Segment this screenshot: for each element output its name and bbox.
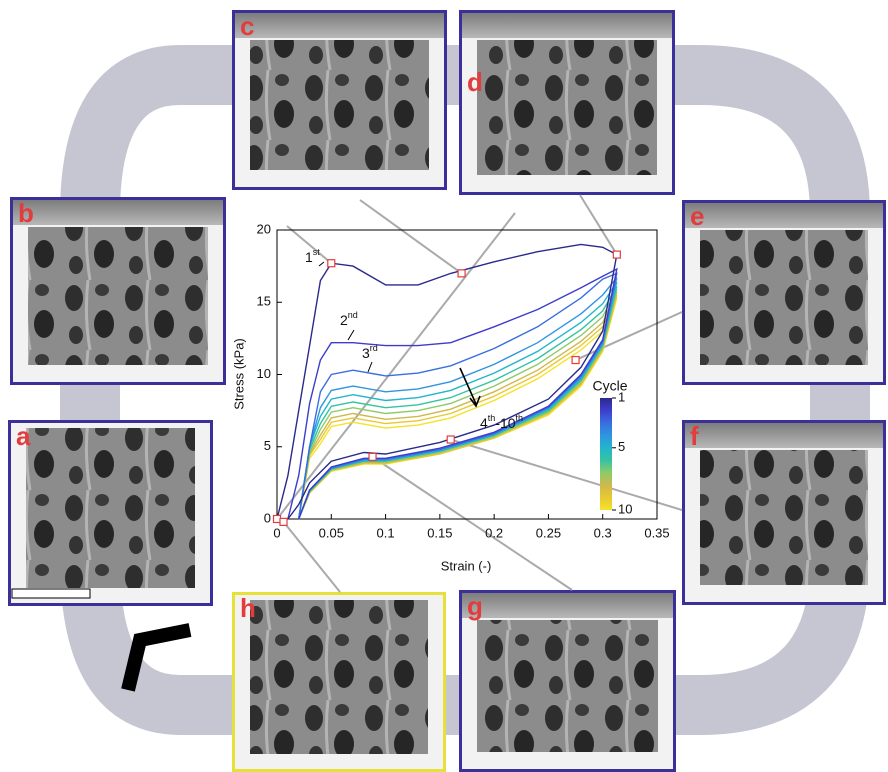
x-tick-label: 0.3	[594, 525, 612, 540]
panel-label: e	[690, 201, 704, 231]
colorbar-title: Cycle	[592, 378, 627, 394]
annotation-part: th	[488, 413, 496, 423]
x-tick-label: 0.25	[536, 525, 561, 540]
state-marker	[458, 270, 465, 277]
state-marker	[328, 260, 335, 267]
annotation-part: -10	[495, 415, 515, 431]
colorbar-tick-label: 5	[618, 439, 625, 454]
state-marker	[369, 453, 376, 460]
foam-image	[28, 227, 208, 365]
figure: a b c d e f g h 0 0.05 0.1 0.15 0.2 0.25 0.3 0.35 0 5 10 1…	[0, 0, 888, 772]
sem-panel: b	[10, 197, 226, 385]
scale-bar	[12, 589, 90, 598]
y-tick-label: 10	[257, 366, 271, 381]
x-tick-label: 0.1	[377, 525, 395, 540]
y-tick-label: 15	[257, 294, 271, 309]
annotation-part: 3	[362, 345, 370, 361]
compression-plate	[234, 12, 445, 38]
x-axis-label: Strain (-)	[441, 558, 492, 573]
compression-plate	[684, 422, 884, 448]
state-marker	[613, 251, 620, 258]
foam-image	[477, 40, 657, 175]
panel-label: h	[240, 593, 256, 623]
sem-panel: c	[232, 10, 447, 190]
compression-plate	[461, 592, 674, 618]
y-tick-label: 0	[264, 510, 271, 525]
sem-panel: e	[682, 200, 886, 385]
panel-label: b	[18, 198, 34, 228]
annotation-part: 1	[305, 249, 313, 265]
y-tick-label: 20	[257, 221, 271, 236]
annotation-part: 4	[480, 415, 488, 431]
x-tick-label: 0.05	[319, 525, 344, 540]
foam-image	[250, 40, 429, 170]
panel-label: f	[690, 421, 699, 451]
foam-image	[477, 620, 658, 752]
compression-plate	[12, 199, 224, 225]
y-tick-label: 5	[264, 438, 271, 453]
foam-image	[250, 600, 428, 754]
sem-panel: g	[459, 590, 676, 772]
colorbar	[600, 398, 612, 510]
panel-label: d	[467, 67, 483, 97]
panel-label: g	[467, 591, 483, 621]
compression-plate	[461, 12, 673, 38]
state-marker	[572, 357, 579, 364]
foam-image	[700, 450, 868, 585]
colorbar-tick-label: 10	[618, 501, 632, 516]
y-axis-label: Stress (kPa)	[231, 338, 246, 410]
state-marker	[280, 518, 287, 525]
sem-panel: f	[682, 420, 886, 605]
sem-panel: h	[232, 592, 446, 772]
x-tick-label: 0.15	[427, 525, 452, 540]
foam-image	[26, 428, 195, 588]
annotation-part: 2	[340, 312, 348, 328]
x-tick-label: 0.35	[644, 525, 669, 540]
annotation-part: nd	[348, 310, 358, 320]
compression-plate	[684, 202, 884, 228]
x-tick-label: 0	[273, 525, 280, 540]
panel-label: a	[16, 421, 31, 451]
panel-label: c	[240, 11, 254, 41]
foam-image	[700, 230, 868, 365]
annotation-part: th	[516, 413, 524, 423]
annotation-part: st	[313, 247, 321, 257]
sem-panel: a	[8, 420, 213, 606]
sem-panel: d	[459, 10, 675, 195]
state-marker	[447, 436, 454, 443]
x-tick-label: 0.2	[485, 525, 503, 540]
annotation-part: rd	[370, 343, 378, 353]
